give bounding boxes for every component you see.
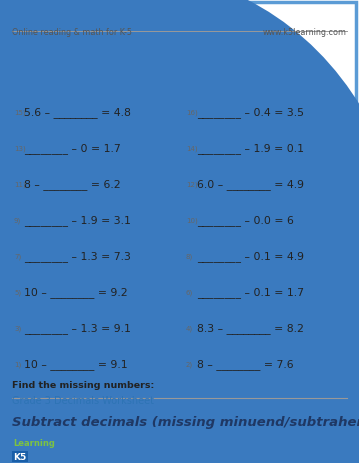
Text: ________ – 0.0 = 6: ________ – 0.0 = 6 — [197, 214, 294, 225]
Text: 10): 10) — [186, 218, 198, 224]
Text: ________ – 1.3 = 7.3: ________ – 1.3 = 7.3 — [24, 250, 131, 261]
Text: 10 – ________ = 9.1: 10 – ________ = 9.1 — [24, 358, 128, 369]
Text: 10 – ________ = 9.2: 10 – ________ = 9.2 — [24, 287, 128, 297]
Text: 1): 1) — [14, 361, 21, 368]
Text: 6): 6) — [186, 289, 193, 296]
Text: Grade 3 Decimals Worksheet: Grade 3 Decimals Worksheet — [12, 395, 154, 405]
Text: ________ – 0.4 = 3.5: ________ – 0.4 = 3.5 — [197, 107, 304, 118]
Text: Find the missing numbers:: Find the missing numbers: — [12, 380, 154, 389]
Text: 12): 12) — [186, 181, 197, 188]
Text: 6.0 – ________ = 4.9: 6.0 – ________ = 4.9 — [197, 179, 304, 189]
Text: ________ – 0.1 = 1.7: ________ – 0.1 = 1.7 — [197, 287, 304, 297]
Text: ________ – 0.1 = 4.9: ________ – 0.1 = 4.9 — [197, 250, 304, 261]
Text: 2): 2) — [186, 361, 193, 368]
Text: ________ – 1.3 = 9.1: ________ – 1.3 = 9.1 — [24, 322, 131, 333]
Text: Subtract decimals (missing minuend/subtrahend): Subtract decimals (missing minuend/subtr… — [12, 415, 359, 428]
Text: ________ – 0 = 1.7: ________ – 0 = 1.7 — [24, 143, 121, 154]
Text: ________ – 1.9 = 3.1: ________ – 1.9 = 3.1 — [24, 214, 131, 225]
Text: 8 – ________ = 7.6: 8 – ________ = 7.6 — [197, 358, 294, 369]
Text: 15): 15) — [14, 110, 25, 116]
Text: 3): 3) — [14, 325, 21, 332]
Text: 11): 11) — [14, 181, 26, 188]
Text: ________ – 1.9 = 0.1: ________ – 1.9 = 0.1 — [197, 143, 304, 154]
Text: 7): 7) — [14, 253, 21, 260]
Text: Learning: Learning — [13, 438, 55, 447]
Text: 9): 9) — [14, 218, 21, 224]
FancyBboxPatch shape — [3, 3, 356, 460]
Text: 5.6 – ________ = 4.8: 5.6 – ________ = 4.8 — [24, 107, 131, 118]
Text: 14): 14) — [186, 146, 197, 152]
Text: 16): 16) — [186, 110, 198, 116]
Text: 8.3 – ________ = 8.2: 8.3 – ________ = 8.2 — [197, 322, 304, 333]
Text: 8): 8) — [186, 253, 193, 260]
Text: 5): 5) — [14, 289, 21, 296]
Text: Online reading & math for K-5: Online reading & math for K-5 — [12, 28, 132, 37]
Text: 8 – ________ = 6.2: 8 – ________ = 6.2 — [24, 179, 121, 189]
Text: www.k5learning.com: www.k5learning.com — [263, 28, 347, 37]
Text: 4): 4) — [186, 325, 193, 332]
Text: 13): 13) — [14, 146, 26, 152]
Text: K5: K5 — [13, 452, 26, 461]
